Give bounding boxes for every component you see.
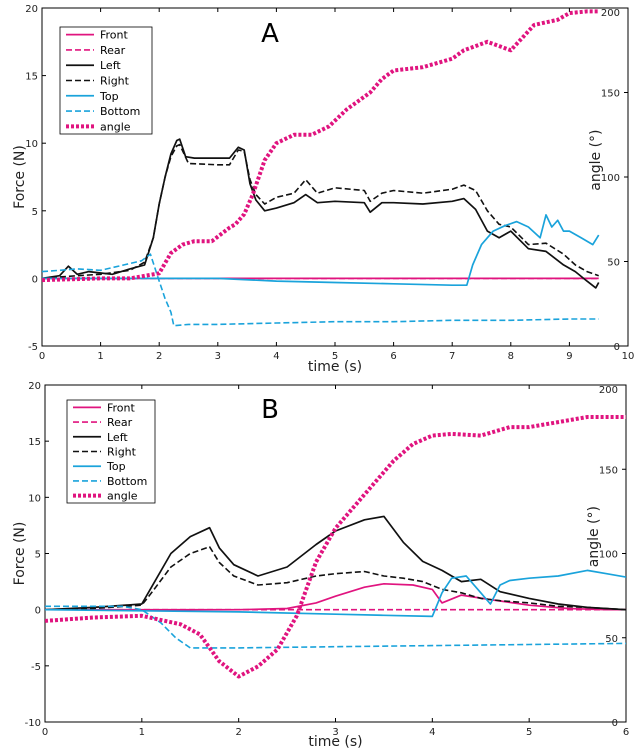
legend-label: Bottom	[100, 105, 140, 118]
y-axis-label: Force (N)	[12, 522, 28, 586]
y-axis-label: Force (N)	[12, 145, 28, 209]
legend-label: Front	[107, 401, 136, 414]
y2-tick-label: 0	[614, 342, 620, 353]
x-tick-label: 7	[449, 351, 455, 362]
series-line-right	[42, 143, 599, 280]
y2-axis-label: angle (°)	[588, 129, 604, 190]
legend-label: angle	[100, 120, 131, 133]
series-line-angle	[42, 9, 599, 283]
y-tick-label: 20	[28, 381, 41, 392]
x-tick-label: 3	[215, 351, 221, 362]
series-line-bottom	[42, 253, 599, 327]
x-tick-label: 6	[623, 727, 629, 738]
legend-label: Front	[100, 29, 129, 42]
x-axis-label: time (s)	[308, 359, 362, 375]
panel-letter: B	[261, 395, 279, 425]
y2-tick-label: 150	[601, 89, 620, 100]
y-tick-label: 0	[32, 274, 38, 285]
x-tick-label: 1	[97, 351, 103, 362]
y2-tick-label: 200	[601, 8, 620, 19]
x-tick-label: 3	[332, 727, 338, 738]
x-tick-label: 0	[39, 351, 45, 362]
x-tick-label: 4	[273, 351, 279, 362]
y2-tick-label: 200	[599, 385, 618, 396]
y-tick-label: -10	[25, 718, 41, 729]
x-tick-label: 2	[156, 351, 162, 362]
legend-label: Left	[100, 59, 121, 72]
x-tick-label: 10	[622, 351, 635, 362]
legend-label: Top	[106, 460, 126, 473]
legend-label: Rear	[107, 416, 133, 429]
series-line-top	[42, 214, 600, 287]
y-tick-label: 15	[25, 72, 38, 83]
legend-label: Left	[107, 431, 128, 444]
y-tick-label: -5	[28, 342, 38, 353]
legend-label: Rear	[100, 44, 126, 57]
y2-tick-label: 50	[607, 258, 620, 269]
x-tick-label: 2	[235, 727, 241, 738]
x-axis-label: time (s)	[308, 734, 362, 750]
y2-tick-label: 0	[612, 718, 618, 729]
x-tick-label: 8	[508, 351, 514, 362]
y2-tick-label: 100	[601, 173, 620, 184]
y-tick-label: -5	[31, 662, 41, 673]
x-tick-label: 4	[429, 727, 435, 738]
x-tick-label: 1	[139, 727, 145, 738]
legend-label: Top	[99, 90, 119, 103]
x-tick-label: 5	[332, 351, 338, 362]
y-tick-label: 20	[25, 4, 38, 15]
y-tick-label: 10	[25, 139, 38, 150]
x-tick-label: 5	[526, 727, 532, 738]
legend-box	[66, 399, 156, 504]
legend-label: angle	[107, 490, 138, 503]
series-line-right	[45, 545, 626, 611]
series-line-front	[45, 582, 626, 611]
legend-label: Right	[107, 446, 137, 459]
series-layer	[45, 415, 626, 679]
y-tick-label: 5	[35, 550, 41, 561]
legend-label: Right	[100, 75, 130, 88]
y-tick-label: 0	[35, 606, 41, 617]
series-line-top	[45, 569, 626, 618]
legend-label: Bottom	[107, 475, 147, 488]
x-tick-label: 0	[42, 727, 48, 738]
series-line-angle	[45, 415, 626, 679]
series-line-left	[42, 138, 600, 289]
legend: Front Rear Left Right Top Bottom angle	[59, 26, 153, 135]
y2-tick-label: 50	[605, 634, 618, 645]
y2-tick-label: 100	[599, 550, 618, 561]
y2-axis-label: angle (°)	[586, 506, 602, 567]
panel-letter: A	[261, 19, 279, 49]
y2-tick-label: 150	[599, 465, 618, 476]
y-tick-label: 10	[28, 493, 41, 504]
y-tick-label: 15	[28, 437, 41, 448]
x-tick-label: 9	[566, 351, 572, 362]
series-layer	[42, 9, 600, 327]
x-tick-label: 6	[390, 351, 396, 362]
series-line-bottom	[45, 605, 626, 649]
y-tick-label: 5	[32, 207, 38, 218]
